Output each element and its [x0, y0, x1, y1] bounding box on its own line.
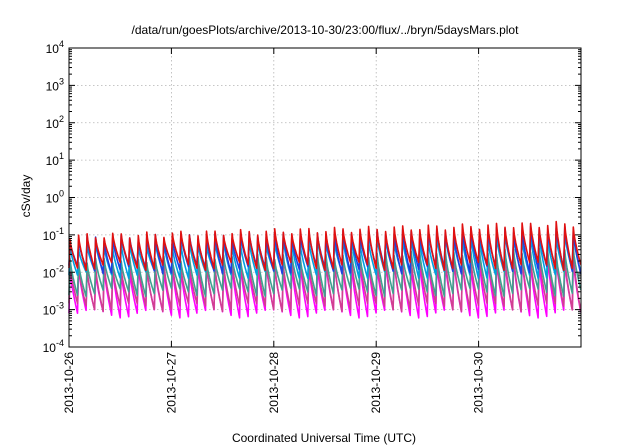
- y-tick-label: 102: [46, 114, 64, 131]
- series-line: [68, 246, 582, 298]
- y-tick-label: 10-1: [43, 226, 64, 243]
- y-tick-label: 104: [46, 39, 64, 56]
- y-tick-label: 10-4: [43, 338, 64, 355]
- x-tick-label: 2013-10-28: [267, 352, 281, 414]
- y-tick-label: 101: [46, 151, 64, 168]
- axis-ticks: [68, 47, 581, 348]
- x-tick-label: 2013-10-27: [164, 352, 178, 414]
- series-line: [68, 220, 582, 272]
- x-axis-title: Coordinated Universal Time (UTC): [232, 431, 416, 445]
- x-tick-label: 2013-10-29: [369, 352, 383, 414]
- y-tick-label: 10-3: [43, 301, 64, 318]
- y-axis-title: cSv/day: [19, 175, 33, 218]
- series-group: [68, 220, 582, 319]
- y-tick-label: 103: [46, 76, 64, 93]
- y-tick-label: 10-2: [43, 263, 64, 280]
- y-axis-tick-labels: 10-4 10-3 10-2 10-1 100 101 102 103 104: [43, 39, 64, 355]
- x-tick-label: 2013-10-30: [472, 352, 486, 414]
- x-axis-tick-labels: 2013-10-26 2013-10-27 2013-10-28 2013-10-29…: [62, 352, 486, 414]
- series-line: [68, 251, 582, 313]
- x-tick-label: 2013-10-26: [62, 352, 76, 414]
- chart-title: /data/run/goesPlots/archive/2013-10-30/2…: [132, 23, 520, 37]
- y-tick-label: 100: [46, 189, 64, 206]
